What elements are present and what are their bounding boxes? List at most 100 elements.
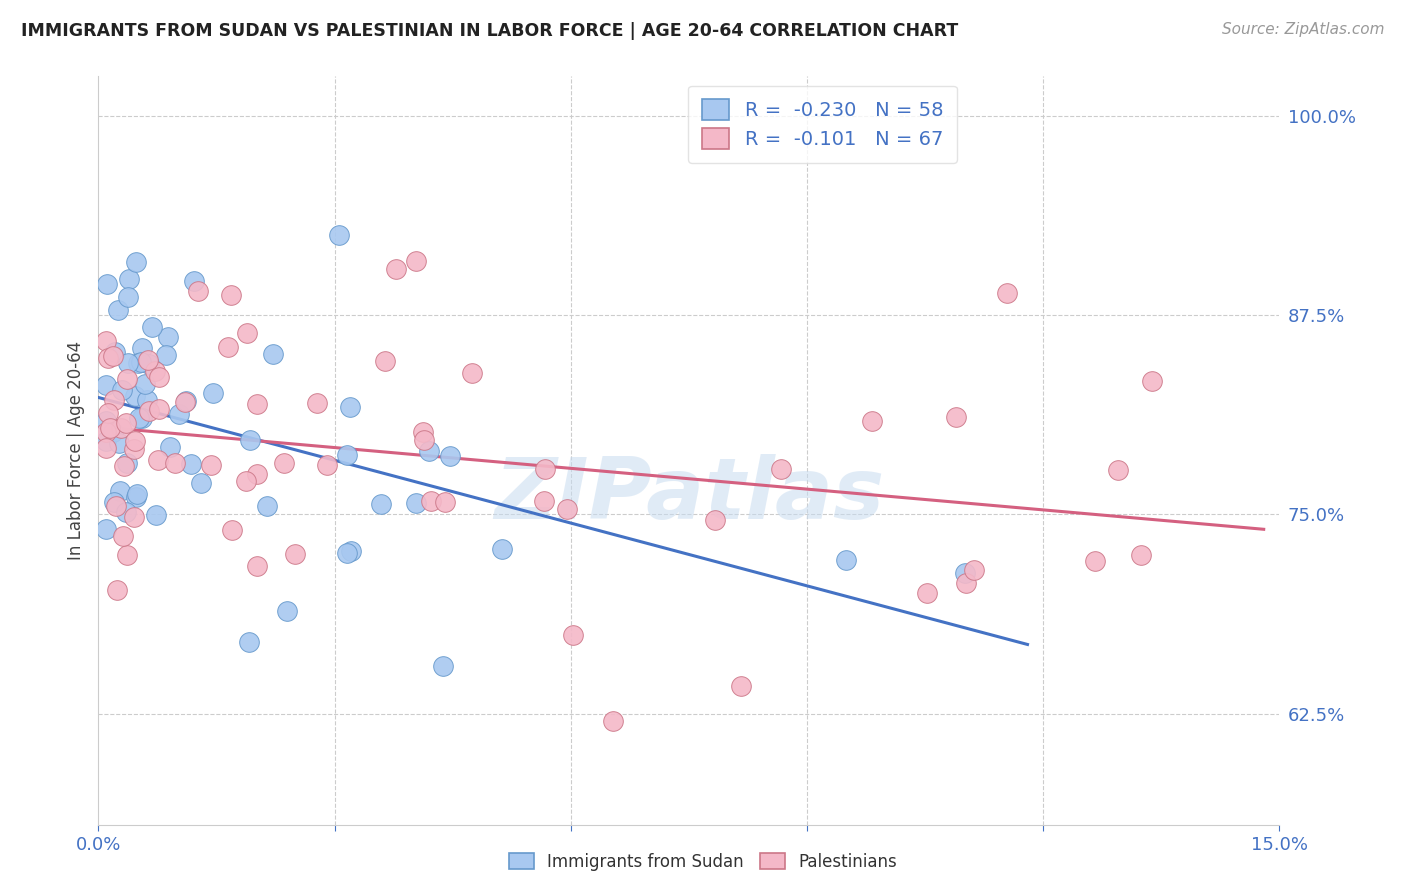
- Point: [183, 274, 205, 288]
- Text: IMMIGRANTS FROM SUDAN VS PALESTINIAN IN LABOR FORCE | AGE 20-64 CORRELATION CHAR: IMMIGRANTS FROM SUDAN VS PALESTINIAN IN …: [21, 22, 959, 40]
- Point: [124, 434, 146, 449]
- Point: [370, 497, 392, 511]
- Point: [131, 410, 153, 425]
- Point: [115, 456, 138, 470]
- Point: [433, 495, 456, 509]
- Point: [136, 352, 159, 367]
- Point: [138, 404, 160, 418]
- Point: [128, 411, 150, 425]
- Point: [1107, 463, 1129, 477]
- Point: [96, 378, 118, 392]
- Point: [915, 585, 938, 599]
- Point: [111, 383, 134, 397]
- Point: [945, 409, 967, 424]
- Point: [385, 262, 408, 277]
- Point: [96, 522, 118, 536]
- Point: [955, 576, 977, 591]
- Point: [96, 334, 118, 348]
- Point: [953, 566, 976, 580]
- Point: [143, 364, 166, 378]
- Point: [534, 461, 557, 475]
- Point: [125, 490, 148, 504]
- Legend: R =  -0.230   N = 58, R =  -0.101   N = 67: R = -0.230 N = 58, R = -0.101 N = 67: [689, 86, 956, 163]
- Point: [155, 348, 177, 362]
- Point: [963, 563, 986, 577]
- Point: [561, 627, 583, 641]
- Point: [101, 425, 124, 439]
- Point: [217, 340, 239, 354]
- Point: [96, 425, 118, 440]
- Point: [117, 272, 139, 286]
- Point: [374, 354, 396, 368]
- Point: [187, 284, 209, 298]
- Point: [221, 523, 243, 537]
- Point: [136, 393, 159, 408]
- Point: [405, 496, 427, 510]
- Point: [111, 529, 134, 543]
- Point: [173, 395, 195, 409]
- Point: [97, 351, 120, 365]
- Point: [129, 354, 152, 368]
- Point: [461, 366, 484, 380]
- Point: [115, 372, 138, 386]
- Point: [491, 541, 513, 556]
- Point: [273, 457, 295, 471]
- Point: [1084, 554, 1107, 568]
- Point: [141, 320, 163, 334]
- Point: [96, 441, 118, 455]
- Point: [115, 548, 138, 562]
- Point: [236, 326, 259, 341]
- Point: [730, 679, 752, 693]
- Point: [555, 502, 578, 516]
- Point: [105, 499, 128, 513]
- Point: [107, 303, 129, 318]
- Point: [157, 329, 180, 343]
- Point: [103, 495, 125, 509]
- Point: [96, 405, 118, 419]
- Point: [110, 420, 132, 434]
- Point: [276, 604, 298, 618]
- Point: [96, 414, 118, 428]
- Point: [131, 342, 153, 356]
- Point: [190, 475, 212, 490]
- Point: [262, 346, 284, 360]
- Point: [148, 401, 170, 416]
- Point: [169, 407, 191, 421]
- Point: [100, 420, 122, 434]
- Point: [127, 356, 149, 370]
- Point: [117, 356, 139, 370]
- Point: [145, 508, 167, 522]
- Point: [238, 635, 260, 649]
- Point: [328, 228, 350, 243]
- Y-axis label: In Labor Force | Age 20-64: In Labor Force | Age 20-64: [66, 341, 84, 560]
- Point: [305, 396, 328, 410]
- Point: [104, 344, 127, 359]
- Point: [995, 285, 1018, 300]
- Point: [112, 458, 135, 473]
- Point: [1130, 549, 1153, 563]
- Point: [769, 462, 792, 476]
- Point: [174, 394, 197, 409]
- Text: ZIPatlas: ZIPatlas: [494, 454, 884, 537]
- Point: [413, 433, 436, 447]
- Point: [340, 544, 363, 558]
- Point: [108, 483, 131, 498]
- Point: [146, 453, 169, 467]
- Point: [418, 443, 440, 458]
- Point: [235, 474, 257, 488]
- Point: [221, 288, 243, 302]
- Point: [134, 376, 156, 391]
- Point: [246, 467, 269, 481]
- Point: [125, 255, 148, 269]
- Point: [96, 277, 118, 292]
- Point: [405, 253, 427, 268]
- Point: [122, 442, 145, 456]
- Point: [315, 458, 337, 473]
- Point: [835, 553, 858, 567]
- Text: Source: ZipAtlas.com: Source: ZipAtlas.com: [1222, 22, 1385, 37]
- Point: [165, 456, 187, 470]
- Point: [105, 583, 128, 598]
- Point: [602, 714, 624, 729]
- Point: [138, 357, 160, 371]
- Point: [115, 416, 138, 430]
